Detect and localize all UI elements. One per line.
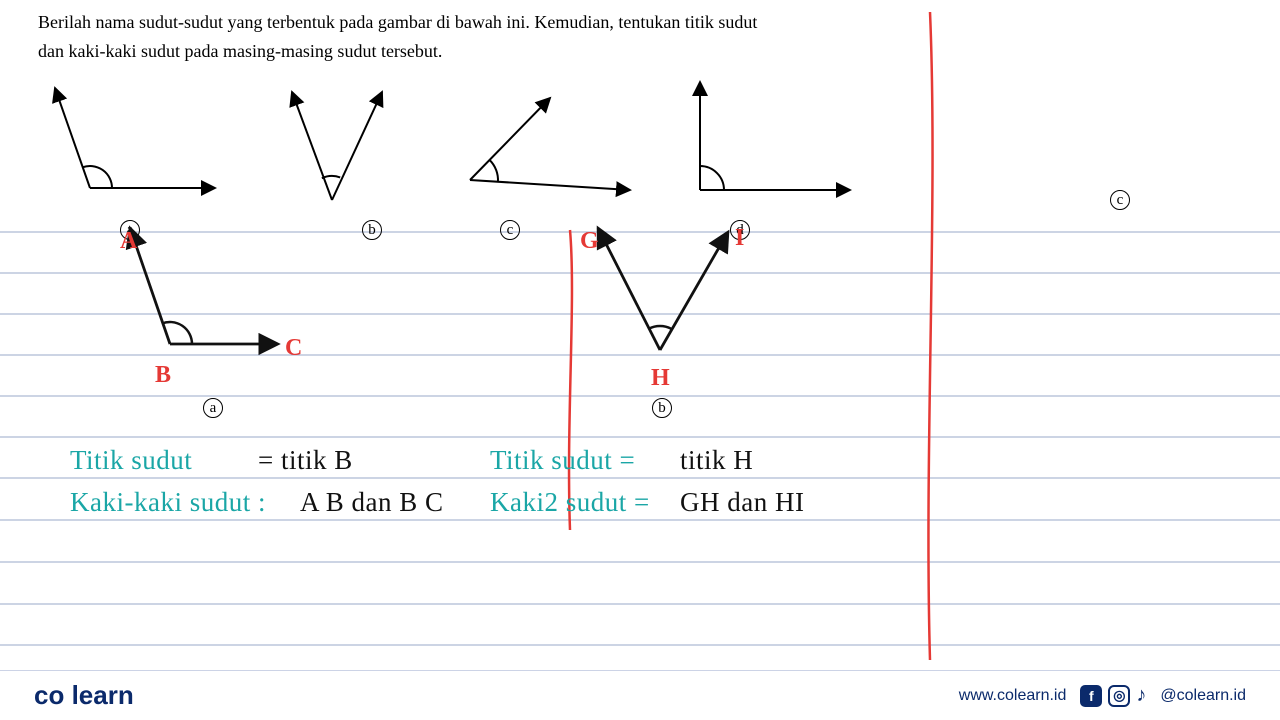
- pt-C: C: [285, 335, 302, 362]
- pt-A: A: [120, 228, 137, 255]
- ans-a-l2-label: Kaki-kaki sudut :: [70, 487, 266, 518]
- social-icons: f ◎ ♪: [1080, 684, 1146, 707]
- ans-b-l2-label: Kaki2 sudut =: [490, 487, 650, 518]
- logo-co: co: [34, 680, 64, 710]
- footer-url: www.colearn.id: [959, 687, 1067, 705]
- footer-handle: @colearn.id: [1160, 687, 1246, 705]
- problem-angles-svg: [20, 70, 900, 270]
- divider-2: [928, 12, 932, 660]
- right-angle-svg: [940, 35, 1280, 255]
- footer-right: www.colearn.id f ◎ ♪ @colearn.id: [959, 684, 1246, 707]
- right-panel: c: [940, 0, 1280, 720]
- logo: co learn: [34, 680, 134, 711]
- logo-dot: [64, 680, 71, 710]
- question-line1: Berilah nama sudut-sudut yang terbentuk …: [38, 12, 757, 32]
- ans-a-l1-label: Titik sudut: [70, 445, 192, 476]
- instagram-icon: ◎: [1108, 685, 1130, 707]
- ans-b-l1-label: Titik sudut =: [490, 445, 635, 476]
- tiktok-icon: ♪: [1136, 684, 1146, 707]
- logo-learn: learn: [72, 680, 134, 710]
- pt-H: H: [651, 365, 670, 392]
- ans-b-l2-val: GH dan HI: [680, 487, 804, 518]
- problem-angles-row: abcd: [20, 70, 900, 230]
- problem-label-c: c: [500, 220, 520, 240]
- pt-I: I: [735, 225, 744, 252]
- facebook-icon: f: [1080, 685, 1102, 707]
- ans-a-l2-val: A B dan B C: [300, 487, 444, 518]
- problem-label-b: b: [362, 220, 382, 240]
- footer: co learn www.colearn.id f ◎ ♪ @colearn.i…: [0, 670, 1280, 720]
- divider-1: [569, 230, 572, 530]
- right-angle-label: c: [1110, 190, 1130, 210]
- pt-G: G: [580, 228, 599, 255]
- question-line2: dan kaki-kaki sudut pada masing-masing s…: [38, 41, 442, 61]
- worked-label-a: a: [203, 398, 223, 418]
- page-root: Berilah nama sudut-sudut yang terbentuk …: [0, 0, 1280, 720]
- worked-label-b: b: [652, 398, 672, 418]
- pt-B: B: [155, 362, 171, 389]
- ans-a-l1-eq: = titik B: [258, 445, 353, 476]
- question-text: Berilah nama sudut-sudut yang terbentuk …: [38, 8, 938, 66]
- ans-b-l1-val: titik H: [680, 445, 753, 476]
